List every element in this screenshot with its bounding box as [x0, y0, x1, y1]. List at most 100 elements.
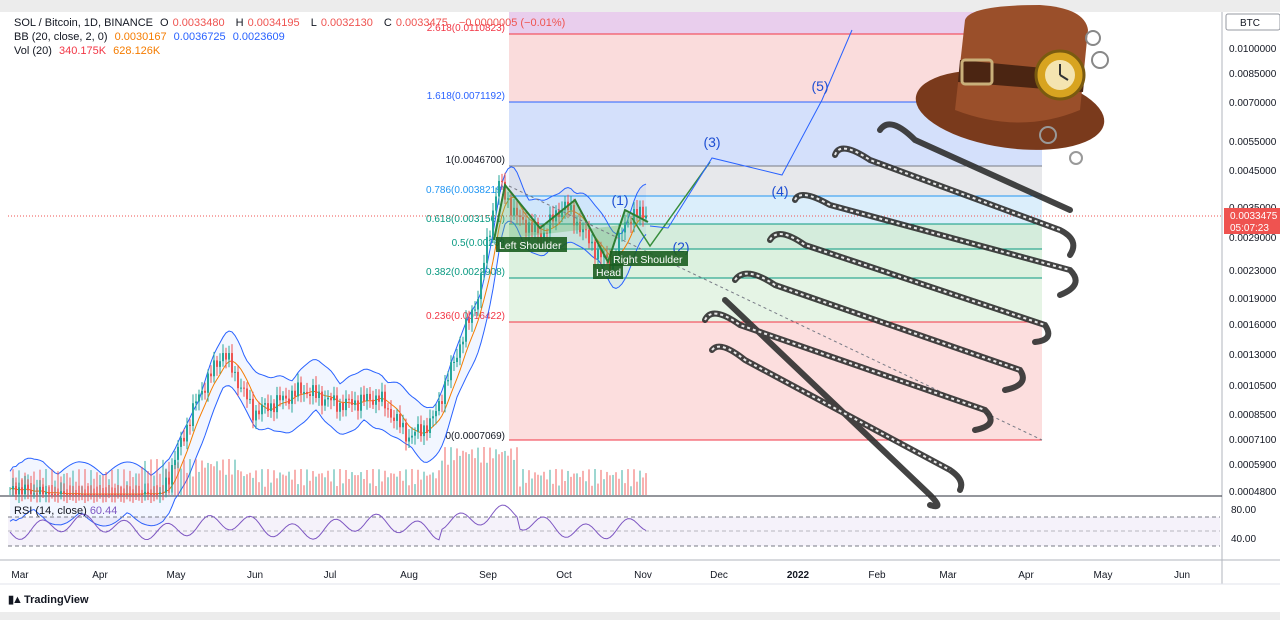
candle-body: [294, 390, 296, 397]
candle-body: [411, 435, 413, 438]
low-label: L: [310, 17, 317, 29]
volume-bar: [402, 480, 404, 495]
candle-body: [165, 477, 167, 493]
vol-label[interactable]: Vol (20): [14, 45, 52, 57]
volume-bar: [273, 470, 275, 495]
candle-body: [216, 360, 218, 367]
candle-body: [159, 492, 161, 494]
time-axis[interactable]: Mar Apr May Jun Jul Aug Sep Oct Nov Dec 2022 Feb Mar…: [11, 570, 1190, 581]
candle-body: [135, 494, 137, 495]
candle-body: [273, 403, 275, 413]
x-tick-label: Jun: [1174, 570, 1190, 581]
rsi-legend[interactable]: RSI (14, close) 60.44: [14, 505, 117, 517]
volume-bar: [531, 478, 533, 495]
volume-bar: [222, 459, 224, 495]
candle-body: [57, 494, 59, 495]
candle-body: [153, 494, 155, 495]
volume-bar: [348, 478, 350, 495]
bollinger-legend[interactable]: BB (20, close, 2, 0) 0.0030167 0.0036725…: [14, 31, 289, 43]
volume-bar: [174, 464, 176, 495]
y-tick-label: 0.0019000: [1229, 294, 1277, 305]
candle-body: [291, 390, 293, 404]
candle-body: [45, 492, 47, 494]
candle-body: [345, 398, 347, 411]
candle-body: [375, 395, 377, 405]
volume-bar: [411, 469, 413, 495]
candle-body: [141, 494, 143, 495]
candle-body: [105, 494, 107, 495]
y-tick-label: 0.0007100: [1229, 435, 1277, 446]
volume-bar: [429, 474, 431, 495]
volume-bar: [252, 477, 254, 495]
candle-body: [618, 232, 620, 257]
volume-bar: [516, 447, 518, 495]
volume-bar: [297, 484, 299, 495]
volume-bar: [399, 471, 401, 495]
candle-body: [633, 209, 635, 225]
volume-legend[interactable]: Vol (20) 340.175K 628.126K: [14, 45, 164, 57]
candle-body: [513, 207, 515, 216]
volume-bar: [111, 469, 113, 495]
volume-bar: [183, 460, 185, 495]
candle-body: [111, 494, 113, 495]
volume-bar: [420, 479, 422, 495]
candle-body: [312, 385, 314, 397]
elliott-wave-projection[interactable]: [631, 29, 853, 248]
volume-bar: [558, 485, 560, 495]
svg-text:0.0033475: 0.0033475: [1230, 211, 1278, 222]
volume-bar: [156, 459, 158, 495]
volume-bar: [624, 483, 626, 495]
fib-level-label: 1(0.0046700): [446, 155, 506, 166]
candle-body: [453, 361, 455, 363]
candle-body: [195, 401, 197, 404]
candle-body: [501, 180, 503, 182]
change-value: −0.0000005 (−0.01%): [458, 17, 566, 29]
candle-body: [213, 360, 215, 377]
volume-bar: [492, 458, 494, 495]
candle-body: [156, 494, 158, 495]
candle-body: [123, 494, 125, 495]
volume-bar: [57, 471, 59, 495]
candle-body: [393, 417, 395, 421]
candle-body: [588, 229, 590, 244]
candle-body: [279, 395, 281, 401]
x-tick-label: Jun: [247, 570, 263, 581]
candle-body: [489, 235, 491, 237]
candle-body: [51, 494, 53, 495]
rsi-pane[interactable]: [8, 504, 1220, 547]
volume-bar: [318, 473, 320, 495]
rsi-label[interactable]: RSI (14, close): [14, 505, 87, 517]
symbol-title[interactable]: SOL / Bitcoin, 1D, BINANCE: [14, 17, 153, 29]
candle-body: [573, 205, 575, 226]
high-label: H: [235, 17, 244, 29]
candle-body: [108, 494, 110, 495]
volume-bar: [546, 479, 548, 495]
candle-body: [90, 494, 92, 495]
candle-body: [342, 403, 344, 411]
candle-body: [204, 390, 206, 393]
candle-body: [69, 494, 71, 495]
candle-body: [48, 492, 50, 494]
candle-body: [519, 215, 521, 218]
x-tick-label: Sep: [479, 570, 497, 581]
bb-label[interactable]: BB (20, close, 2, 0): [14, 31, 108, 43]
candle-body: [276, 395, 278, 413]
tradingview-logo[interactable]: ▮▲ TradingView: [8, 593, 89, 606]
candle-body: [381, 391, 383, 402]
volume-bar: [393, 473, 395, 495]
x-tick-label: Feb: [868, 570, 886, 581]
y-tick-label: 0.0055000: [1229, 137, 1277, 148]
volume-bar: [597, 483, 599, 495]
currency-tag[interactable]: BTC: [1225, 13, 1280, 31]
candle-body: [222, 353, 224, 362]
volume-bar: [426, 475, 428, 495]
price-axis[interactable]: 0.0100000 0.0085000 0.0070000 0.0055000 0.00…: [1229, 44, 1277, 498]
volume-bar: [582, 470, 584, 495]
candle-body: [198, 394, 200, 402]
candle-body: [225, 353, 227, 360]
candle-body: [384, 391, 386, 409]
candlesticks[interactable]: [12, 172, 647, 503]
candle-body: [126, 494, 128, 495]
